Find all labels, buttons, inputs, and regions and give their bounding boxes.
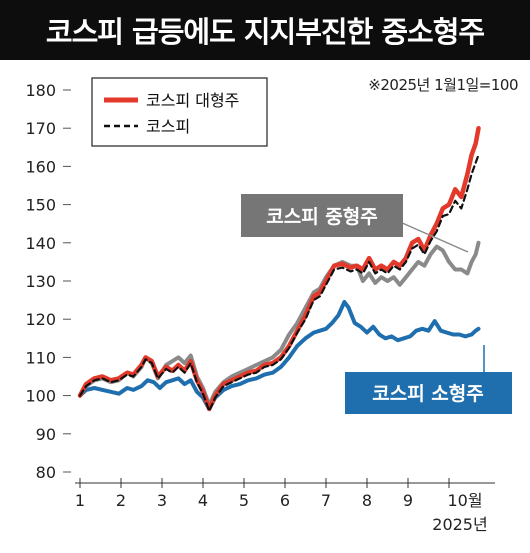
y-tick-label: 140 — [25, 234, 56, 253]
y-tick-label: 160 — [25, 157, 56, 176]
mid-cap-label: 코스피 중형주 — [266, 206, 378, 228]
y-tick-label: 130 — [25, 272, 56, 291]
small-cap-label: 코스피 소형주 — [372, 383, 484, 405]
x-unit-label: 2025년 — [432, 515, 487, 534]
legend-label-kospi: 코스피 — [146, 117, 190, 136]
legend-label-large-cap: 코스피 대형주 — [146, 91, 239, 110]
y-tick-label: 80 — [36, 463, 56, 482]
y-axis: 80 90 100 110 120 130 140 150 160 170 180 — [25, 81, 71, 482]
y-tick-label: 180 — [25, 81, 56, 100]
index-base-note: ※2025년 1월1일=100 — [368, 76, 518, 94]
x-tick-label: 4 — [198, 491, 208, 510]
y-tick-label: 170 — [25, 119, 56, 138]
x-tick-label: 1 — [75, 491, 85, 510]
x-tick-label: 9 — [403, 491, 413, 510]
x-tick-label: 8 — [362, 491, 372, 510]
y-tick-label: 120 — [25, 310, 56, 329]
x-tick-label: 2 — [116, 491, 126, 510]
small-cap-line — [78, 300, 481, 411]
small-cap-label-box — [345, 372, 512, 414]
mid-cap-pointer — [399, 221, 469, 253]
x-tick-label: 7 — [321, 491, 331, 510]
mid-cap-label-box — [241, 194, 403, 237]
y-tick-label: 110 — [25, 348, 56, 367]
x-axis: 1 2 3 4 5 6 7 8 9 10월 2025년 — [75, 478, 495, 534]
y-tick-label: 150 — [25, 196, 56, 215]
x-tick-label: 10월 — [447, 491, 482, 510]
kospi-line — [78, 153, 480, 412]
x-tick-label: 3 — [157, 491, 167, 510]
x-tick-label: 6 — [280, 491, 290, 510]
y-tick-label: 90 — [36, 425, 56, 444]
series-lines — [77, 125, 481, 412]
chart-title: 코스피 급등에도 지지부진한 중소형주 — [0, 0, 530, 60]
x-tick-label: 5 — [239, 491, 249, 510]
legend-box — [91, 77, 268, 147]
y-tick-label: 100 — [25, 387, 56, 406]
